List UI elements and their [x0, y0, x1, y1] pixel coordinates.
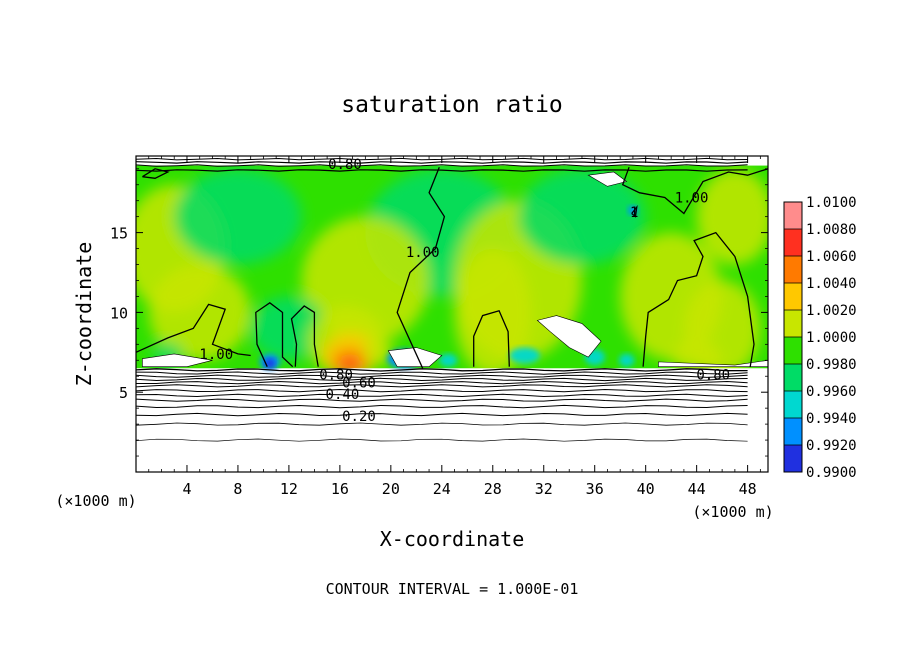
contour-1-00	[473, 310, 510, 367]
plot-area	[136, 156, 768, 472]
contour-subcloud	[136, 412, 748, 417]
contour-top	[136, 164, 748, 167]
x-tick-label: 28	[484, 480, 502, 498]
colorbar-swatch	[784, 418, 802, 446]
y-tick-label: 15	[110, 225, 128, 243]
colorbar-swatch	[784, 229, 802, 257]
colorbar-swatch	[784, 202, 802, 230]
contour-label: 0.60	[342, 376, 376, 392]
field-blob	[250, 296, 328, 361]
contour-subcloud	[136, 388, 748, 393]
contour-1-00	[621, 166, 768, 215]
field-blob	[696, 168, 768, 265]
x-tick-label: 40	[637, 480, 655, 498]
colorbar-label: 1.0000	[806, 330, 857, 346]
contour-label: 0.20	[342, 409, 376, 425]
field-blob	[174, 168, 302, 265]
colorbar-label: 0.9900	[806, 465, 857, 481]
contour-subcloud	[136, 422, 748, 426]
dry-patch	[536, 315, 602, 358]
contour-subcloud	[136, 374, 748, 378]
colorbar-swatch	[784, 256, 802, 284]
chart-title: saturation ratio	[341, 92, 563, 118]
contour-label: 0.40	[326, 387, 360, 403]
contour-subcloud	[136, 398, 748, 402]
contour-label: 1.00	[406, 245, 440, 261]
x-tick-label: 20	[382, 480, 400, 498]
contour-subcloud	[136, 438, 748, 442]
field-pocket	[509, 347, 540, 364]
contour-1-00	[136, 303, 251, 357]
contour-top	[136, 169, 748, 172]
field-pocket	[618, 353, 635, 367]
contour-label: 0.80	[328, 157, 362, 173]
contour-subcloud	[136, 384, 748, 388]
colorbar-label: 1.0040	[806, 276, 857, 292]
contour-label: 1.00	[199, 347, 233, 363]
dry-patch	[387, 347, 443, 367]
colorbar-label: 1.0100	[806, 195, 857, 211]
contour-1-00	[396, 166, 446, 369]
contour-subcloud	[136, 404, 748, 409]
contour-interval-note: CONTOUR INTERVAL = 1.000E-01	[326, 580, 579, 598]
colorbar-swatch	[784, 391, 802, 419]
field-blob	[518, 168, 646, 265]
colorbar-label: 1.0020	[806, 303, 857, 319]
colorbar-swatch	[784, 445, 802, 473]
colorbar-label: 0.9980	[806, 357, 857, 373]
contour-1-00	[255, 301, 294, 368]
x-tick-label: 48	[739, 480, 757, 498]
x-tick-label: 24	[433, 480, 451, 498]
contour-label: 0.80	[319, 368, 353, 384]
x-tick-label: 8	[233, 480, 242, 498]
plot-frame	[135, 155, 769, 473]
x-axis-label: X-coordinate	[380, 527, 525, 551]
colorbar-label: 0.9960	[806, 384, 857, 400]
contour-1-00	[142, 168, 170, 179]
contour-subcloud	[136, 371, 748, 375]
y-axis-label: Z-coordinate	[72, 242, 96, 387]
colorbar-label: 0.9940	[806, 411, 857, 427]
colorbar-swatch	[784, 364, 802, 392]
dry-patch	[587, 171, 628, 187]
contour-1-00	[631, 205, 638, 218]
contour-1-00	[290, 305, 319, 367]
field-blob	[148, 264, 251, 361]
contour-label: 1	[630, 205, 638, 221]
contour-subcloud	[136, 393, 748, 398]
field-blob	[362, 339, 394, 366]
contour-label: 1.00	[675, 190, 709, 206]
colorbar-label: 1.0080	[806, 222, 857, 238]
colorbar-swatch	[784, 337, 802, 365]
abovecloud-region	[136, 156, 768, 166]
x-unit-left: (×1000 m)	[55, 492, 136, 510]
x-unit-right: (×1000 m)	[692, 503, 773, 521]
colorbar: 1.0100 1.0080 1.0060 1.0040 1.0020 1.0000 0.99…	[783, 195, 857, 481]
contour-subcloud	[136, 380, 748, 385]
dry-patch	[142, 353, 213, 367]
y-tick-label: 10	[110, 304, 128, 322]
colorbar-swatch	[784, 283, 802, 311]
y-tick-label: 5	[119, 384, 128, 402]
colorbar-label: 1.0060	[806, 249, 857, 265]
x-tick-label: 12	[280, 480, 298, 498]
contour-1-00	[642, 231, 755, 367]
contour-label: 0.80	[696, 368, 730, 384]
field-pocket	[439, 353, 458, 367]
x-tick-label: 44	[688, 480, 706, 498]
x-tick-label: 16	[331, 480, 349, 498]
dry-patch	[658, 359, 768, 367]
field-blob	[341, 358, 359, 372]
colorbar-swatch	[784, 310, 802, 338]
colorbar-label: 0.9920	[806, 438, 857, 454]
x-tick-label: 36	[586, 480, 604, 498]
x-tick-label: 4	[182, 480, 191, 498]
x-tick-label: 32	[535, 480, 553, 498]
contour-subcloud	[136, 368, 748, 372]
contour-subcloud	[136, 377, 748, 382]
